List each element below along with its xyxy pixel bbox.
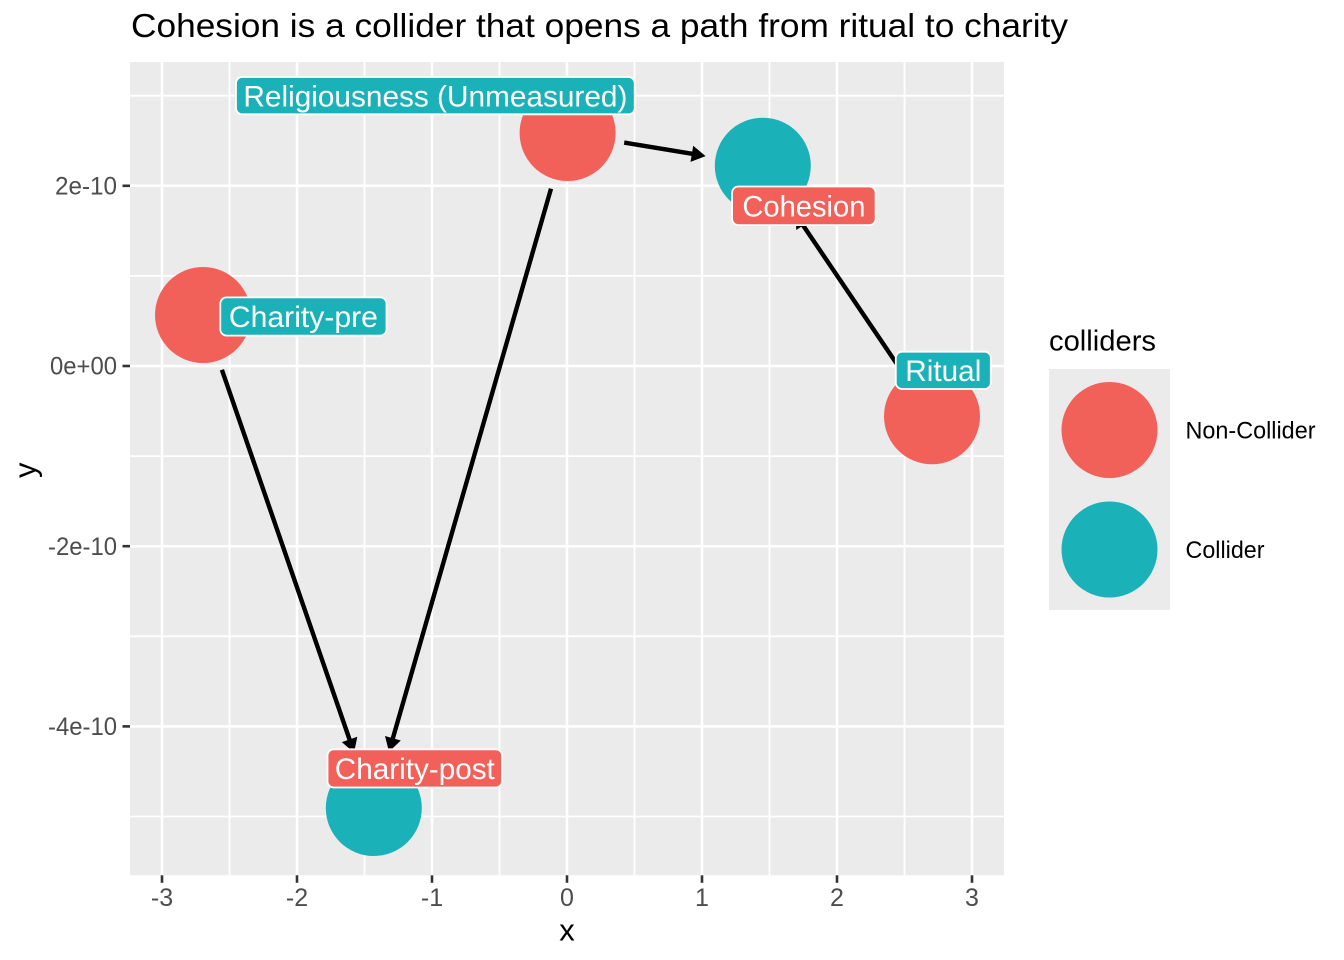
svg-text:2: 2 [830,884,844,912]
svg-text:0e+00: 0e+00 [50,353,117,381]
svg-text:-2: -2 [286,884,308,912]
svg-text:-1: -1 [421,884,443,912]
svg-text:Cohesion: Cohesion [742,191,865,224]
svg-text:Cohesion is a collider that op: Cohesion is a collider that opens a path… [131,7,1069,44]
svg-text:-4e-10: -4e-10 [48,713,117,741]
svg-text:Collider: Collider [1186,537,1265,564]
svg-text:Ritual: Ritual [905,355,981,388]
svg-text:colliders: colliders [1049,325,1156,357]
svg-text:Charity-pre: Charity-pre [229,301,378,334]
svg-text:Non-Collider: Non-Collider [1186,418,1316,445]
svg-text:1: 1 [695,884,709,912]
svg-text:Charity-post: Charity-post [335,753,496,786]
svg-text:y: y [8,462,43,478]
svg-text:-3: -3 [151,884,173,912]
svg-text:3: 3 [965,884,979,912]
svg-text:Religiousness (Unmeasured): Religiousness (Unmeasured) [243,80,627,113]
svg-text:2e-10: 2e-10 [55,172,117,200]
svg-text:0: 0 [560,884,574,912]
svg-text:x: x [559,912,575,947]
svg-text:-2e-10: -2e-10 [48,533,117,561]
